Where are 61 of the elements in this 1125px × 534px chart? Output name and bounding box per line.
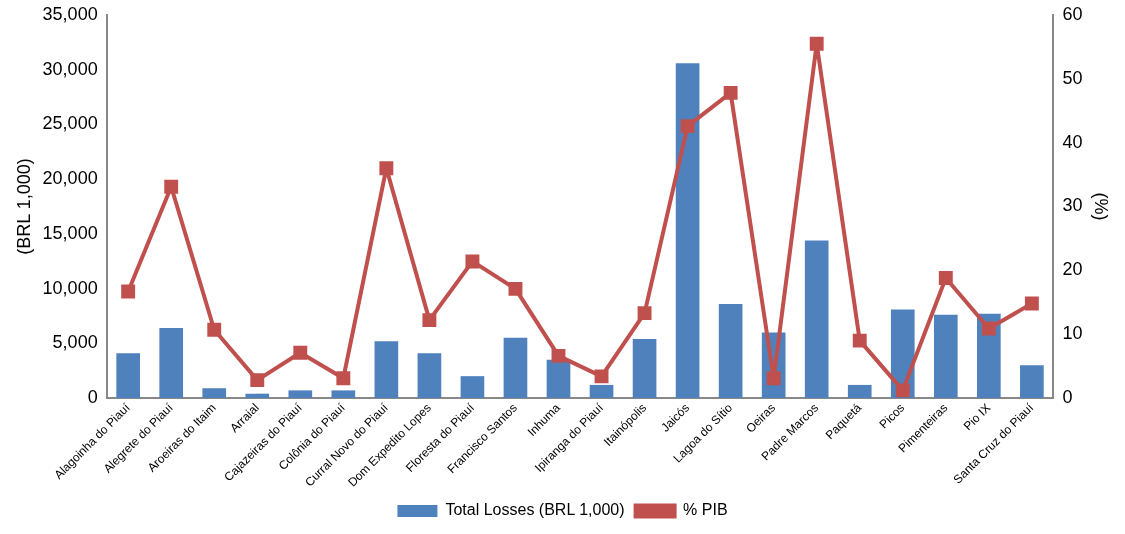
point [551,348,566,363]
bar [804,240,829,399]
point [250,373,265,388]
bar [417,353,442,399]
bar [202,388,227,399]
point [895,383,910,398]
bar [632,338,657,399]
point [336,371,351,386]
y-tick-label: 10,000 [42,277,98,298]
y2-tick-label: 10 [1062,323,1083,344]
y2-axis-title: (%) [1091,192,1112,221]
bar [675,63,700,399]
y2-tick-label: 40 [1062,131,1083,152]
bar [718,303,743,399]
point [680,119,695,134]
point [465,254,480,269]
bar [460,376,485,399]
y2-tick-label: 60 [1062,3,1083,24]
bar [933,314,958,399]
point [938,271,953,285]
x-tick-label: Pio IX [960,400,994,434]
y-tick-label: 25,000 [42,113,98,134]
y2-tick-label: 50 [1062,67,1083,88]
y-axis-title: (BRL 1,000) [13,158,34,255]
y2-tick-label: 20 [1062,259,1083,280]
bar [847,384,872,399]
bar [245,393,270,399]
point [1024,296,1039,311]
y-tick-label: 0 [87,387,98,408]
point [852,333,867,348]
bar [589,384,614,399]
point [637,306,652,321]
y-tick-label: 15,000 [42,222,98,243]
point [379,161,394,176]
bar [374,341,399,399]
point [293,345,308,360]
point [207,322,222,337]
point [508,281,523,296]
point [594,369,609,384]
point [723,85,738,100]
point [422,313,437,328]
bar [1020,365,1044,399]
point [981,321,996,336]
point [164,179,179,194]
bar [503,337,528,399]
bar [159,328,184,399]
point [766,371,781,386]
y2-tick-label: 0 [1062,387,1073,408]
legend-label: % PIB [683,501,728,519]
point [121,284,136,299]
y-tick-label: 35,000 [42,3,98,24]
legend-label: Total Losses (BRL 1,000) [445,501,625,519]
bar [116,353,141,399]
bar [331,390,356,399]
y2-tick-label: 30 [1062,195,1083,216]
y-tick-label: 30,000 [42,58,98,79]
y-tick-label: 20,000 [42,168,98,189]
y-tick-label: 5,000 [52,332,98,353]
bar [546,359,571,399]
bar [288,390,313,399]
point [809,36,824,51]
